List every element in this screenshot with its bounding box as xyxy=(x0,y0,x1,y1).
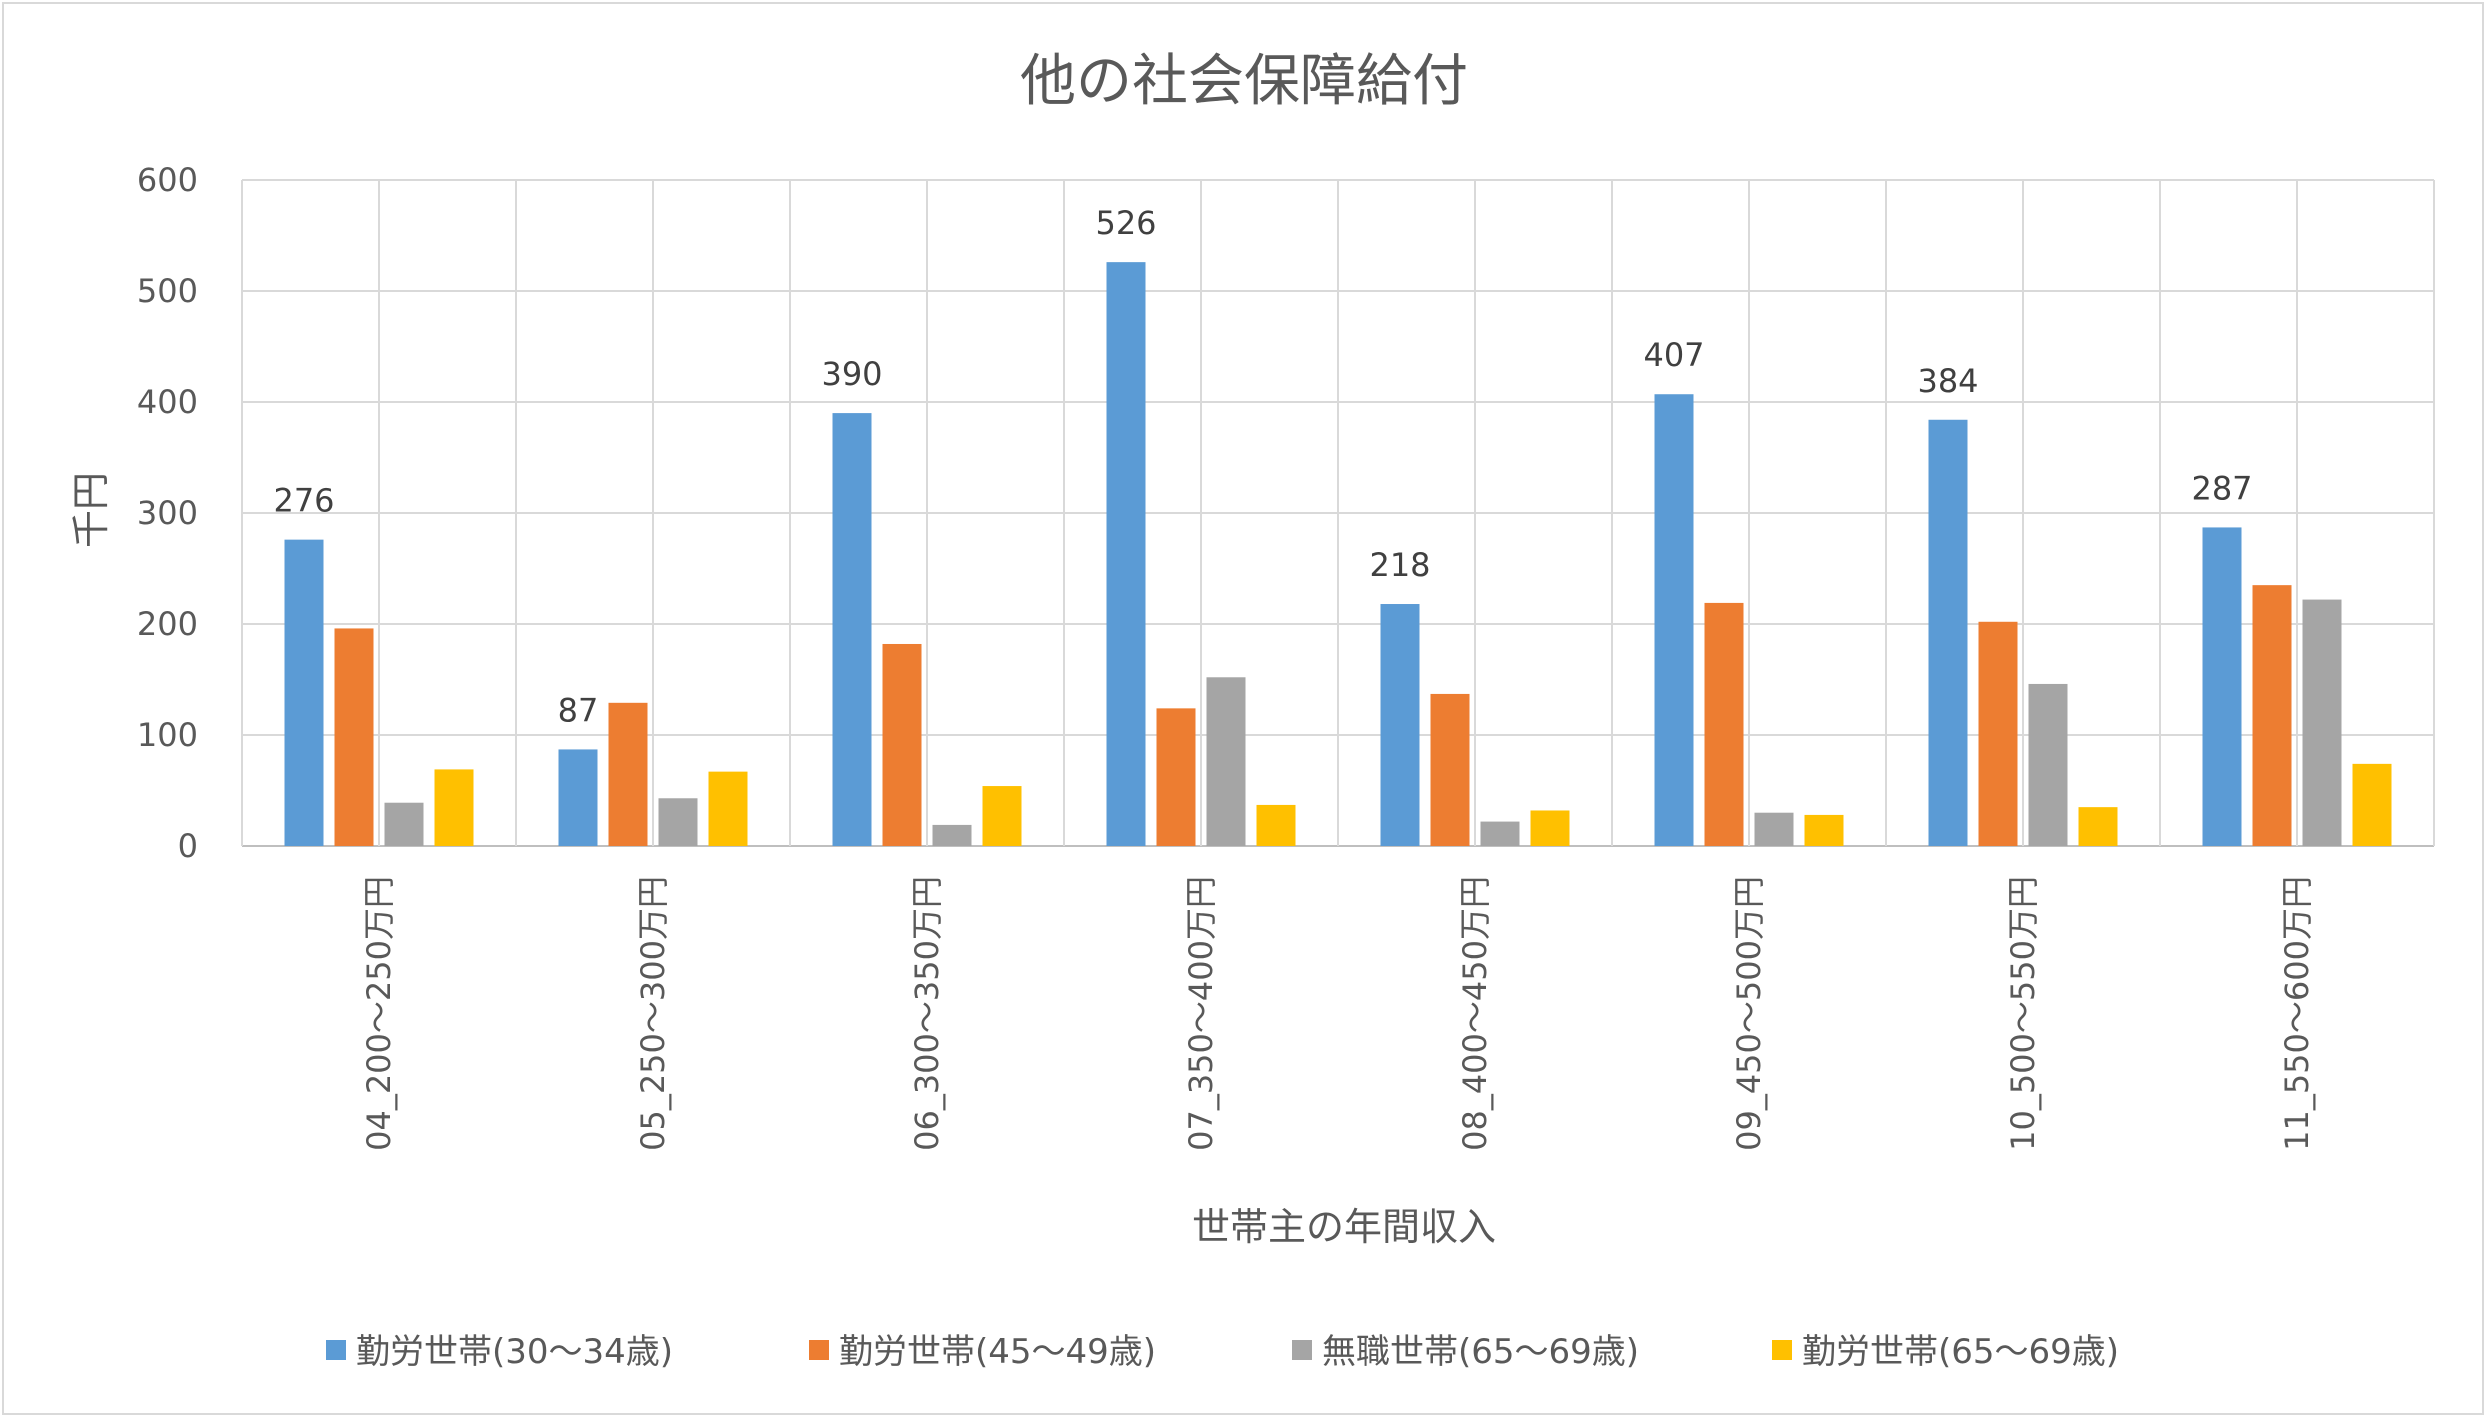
bar xyxy=(2252,585,2292,846)
y-tick-label: 400 xyxy=(137,383,198,421)
bar xyxy=(1480,821,1520,846)
data-label: 526 xyxy=(1095,204,1156,242)
legend-swatch xyxy=(1772,1340,1792,1360)
y-tick-label: 600 xyxy=(137,161,198,199)
data-labels: 276 87 390 526 218 407 384 287 xyxy=(273,204,2252,729)
bars xyxy=(284,262,2392,846)
data-label: 407 xyxy=(1643,336,1704,374)
x-tick-label: 11_550～600万円 xyxy=(2278,876,2316,1151)
data-label: 87 xyxy=(558,691,599,729)
bar xyxy=(882,643,922,846)
bar xyxy=(2352,763,2392,846)
data-label: 384 xyxy=(1917,362,1978,400)
bar xyxy=(2028,683,2068,846)
y-axis-label: 千円 xyxy=(69,472,113,548)
bar xyxy=(982,786,1022,846)
bar xyxy=(2302,599,2342,846)
bar xyxy=(1430,693,1470,846)
bar xyxy=(334,628,374,846)
bar xyxy=(832,413,872,846)
data-label: 287 xyxy=(2191,469,2252,507)
bar xyxy=(658,798,698,846)
x-tick-label: 07_350～400万円 xyxy=(1182,876,1220,1151)
x-axis-ticks: 04_200～250万円 05_250～300万円 06_300～350万円 07_3… xyxy=(360,876,2316,1151)
legend-label: 勤労世帯(45～49歳) xyxy=(839,1332,1156,1372)
x-tick-label: 08_400～450万円 xyxy=(1456,876,1494,1151)
y-tick-label: 0 xyxy=(178,827,198,865)
bar xyxy=(384,802,424,846)
x-tick-label: 04_200～250万円 xyxy=(360,876,398,1151)
x-axis-label: 世帯主の年間収入 xyxy=(1192,1205,1496,1249)
bar xyxy=(1106,262,1146,846)
y-tick-label: 200 xyxy=(137,605,198,643)
legend-swatch xyxy=(326,1340,346,1360)
bar xyxy=(558,749,598,846)
bar xyxy=(1256,804,1296,846)
bar xyxy=(1704,602,1744,846)
data-label: 218 xyxy=(1369,546,1430,584)
x-tick-label: 09_450～500万円 xyxy=(1730,876,1768,1151)
bar xyxy=(1654,394,1694,846)
y-tick-label: 500 xyxy=(137,272,198,310)
bar xyxy=(284,539,324,846)
bar xyxy=(1206,677,1246,846)
chart-svg: 他の社会保障給付 0 100 200 300 400 500 600 276 87 390 526… xyxy=(69,49,2435,1372)
bar xyxy=(708,771,748,846)
bar xyxy=(2202,527,2242,846)
bar xyxy=(1754,812,1794,846)
bar xyxy=(932,824,972,846)
x-tick-label: 06_300～350万円 xyxy=(908,876,946,1151)
bar xyxy=(434,769,474,846)
bar xyxy=(1530,810,1570,846)
legend-swatch xyxy=(809,1340,829,1360)
y-axis-ticks: 0 100 200 300 400 500 600 xyxy=(137,161,198,865)
bar xyxy=(1380,604,1420,846)
bar xyxy=(1978,621,2018,846)
data-label: 390 xyxy=(821,355,882,393)
x-tick-label: 10_500～550万円 xyxy=(2004,876,2042,1151)
bar xyxy=(2078,807,2118,846)
legend-swatch xyxy=(1292,1340,1312,1360)
legend-label: 無職世帯(65～69歳) xyxy=(1322,1332,1639,1372)
bar xyxy=(1928,419,1968,846)
data-label: 276 xyxy=(273,482,334,520)
legend: 勤労世帯(30～34歳) 勤労世帯(45～49歳) 無職世帯(65～69歳) 勤労世帯… xyxy=(326,1332,2119,1372)
legend-label: 勤労世帯(30～34歳) xyxy=(356,1332,673,1372)
y-tick-label: 300 xyxy=(137,494,198,532)
chart-title: 他の社会保障給付 xyxy=(1020,49,1468,114)
bar xyxy=(1156,708,1196,846)
y-tick-label: 100 xyxy=(137,716,198,754)
x-tick-label: 05_250～300万円 xyxy=(634,876,672,1151)
gridlines xyxy=(241,179,2435,847)
bar xyxy=(608,702,648,846)
legend-label: 勤労世帯(65～69歳) xyxy=(1802,1332,2119,1372)
bar xyxy=(1804,814,1844,846)
